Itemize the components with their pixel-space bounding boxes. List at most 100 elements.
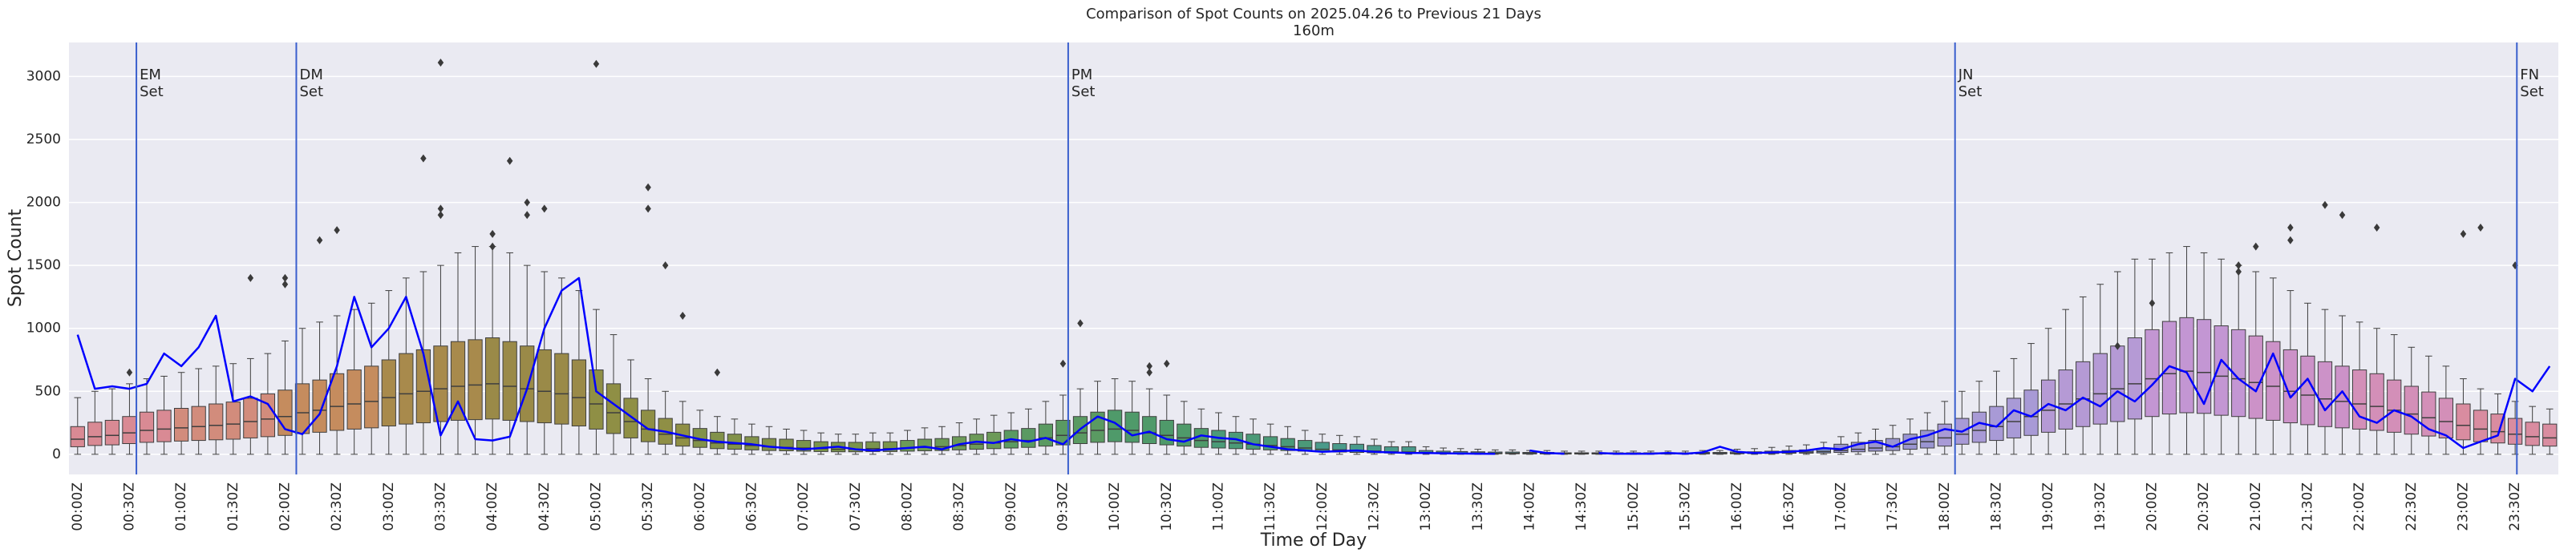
outlier <box>506 156 513 165</box>
outlier <box>714 368 721 377</box>
box <box>2317 361 2333 427</box>
outlier <box>1059 359 1067 368</box>
box-group <box>537 204 552 455</box>
box-group <box>1107 378 1123 455</box>
annotation-line-text: Set <box>140 83 164 100</box>
outlier <box>2460 229 2467 238</box>
box <box>364 365 379 429</box>
x-tick-label: 22:00Z <box>2351 482 2367 531</box>
x-tick-label: 05:30Z <box>640 482 656 531</box>
box <box>813 441 828 452</box>
box <box>2145 329 2160 418</box>
box <box>2300 355 2315 426</box>
box <box>1245 434 1261 450</box>
x-tick-label: 16:00Z <box>1729 482 1745 531</box>
box <box>761 438 777 451</box>
box-group <box>329 226 345 455</box>
box <box>2542 423 2558 447</box>
box-group <box>2110 271 2125 455</box>
box-group <box>243 273 258 455</box>
box-group <box>399 277 414 455</box>
box-group <box>2542 408 2558 455</box>
box <box>1038 423 1054 447</box>
box <box>900 440 915 452</box>
box-group <box>2507 261 2523 455</box>
box-group <box>2369 224 2384 455</box>
outlier <box>2287 224 2294 232</box>
box <box>2507 418 2523 445</box>
chart-title: Comparison of Spot Counts on 2025.04.26 … <box>1086 6 1541 22</box>
box <box>2127 337 2143 420</box>
x-tick-label: 21:00Z <box>2248 482 2264 531</box>
box-group <box>520 198 535 455</box>
box-group <box>589 59 604 455</box>
y-tick-label: 3000 <box>26 68 61 84</box>
chart-subtitle: 160m <box>1293 22 1335 39</box>
outlier <box>524 198 530 207</box>
plot-area <box>69 42 2558 474</box>
y-tick-label: 2500 <box>26 131 61 147</box>
x-tick-label: 09:00Z <box>1003 482 1019 531</box>
box-group <box>2196 252 2212 455</box>
box <box>2438 398 2454 438</box>
outlier <box>2114 341 2121 350</box>
box <box>1349 443 1365 453</box>
annotation-line-text: Set <box>1071 83 1096 100</box>
box <box>312 379 327 433</box>
box-group <box>2213 258 2229 455</box>
box-group <box>1505 449 1521 455</box>
box-group <box>484 229 500 455</box>
box <box>139 411 155 443</box>
box <box>623 398 638 438</box>
box-group <box>70 397 85 455</box>
box-group <box>571 290 587 455</box>
annotation-line-text: DM <box>299 67 322 83</box>
box-group <box>1712 450 1727 455</box>
outlier <box>541 204 548 213</box>
outlier <box>2149 299 2156 308</box>
x-tick-label: 12:30Z <box>1366 482 1382 531</box>
box <box>225 402 241 440</box>
outlier <box>2339 211 2346 220</box>
outlier <box>420 154 427 163</box>
outlier <box>679 312 686 320</box>
box <box>2473 410 2489 442</box>
x-tick-label: 19:00Z <box>2040 482 2056 531</box>
box <box>1107 410 1123 442</box>
outlier <box>316 236 323 244</box>
annotation-label: JN Set <box>1958 67 1983 100</box>
box <box>2421 391 2436 437</box>
box-group <box>2145 258 2160 455</box>
x-tick-label: 23:00Z <box>2455 482 2471 531</box>
box-group <box>2525 406 2540 455</box>
box <box>104 419 120 446</box>
box <box>2110 345 2125 422</box>
x-tick-label: 01:00Z <box>173 482 189 531</box>
box <box>415 349 431 424</box>
box-group <box>865 432 881 455</box>
outlier <box>334 226 340 235</box>
outlier <box>126 368 133 377</box>
box-group <box>1055 359 1071 455</box>
x-tick-label: 11:00Z <box>1210 482 1226 531</box>
x-tick-label: 07:00Z <box>796 482 812 531</box>
x-tick-label: 10:00Z <box>1107 482 1123 531</box>
outlier <box>2477 224 2484 232</box>
x-tick-label: 17:30Z <box>1885 482 1901 531</box>
box-group <box>173 372 189 455</box>
x-axis-label: Time of Day <box>1260 531 1367 551</box>
outlier <box>2373 224 2380 232</box>
box <box>986 431 1002 450</box>
x-tick-label: 02:30Z <box>329 482 345 531</box>
box <box>2213 325 2229 416</box>
box <box>1177 423 1192 447</box>
box <box>2404 385 2419 435</box>
box <box>173 408 189 442</box>
box <box>2369 373 2384 431</box>
box <box>848 442 863 453</box>
box <box>70 426 85 447</box>
x-tick-label: 08:00Z <box>899 482 915 531</box>
box-group <box>2058 309 2073 455</box>
box <box>1314 442 1330 453</box>
outlier <box>645 204 651 213</box>
